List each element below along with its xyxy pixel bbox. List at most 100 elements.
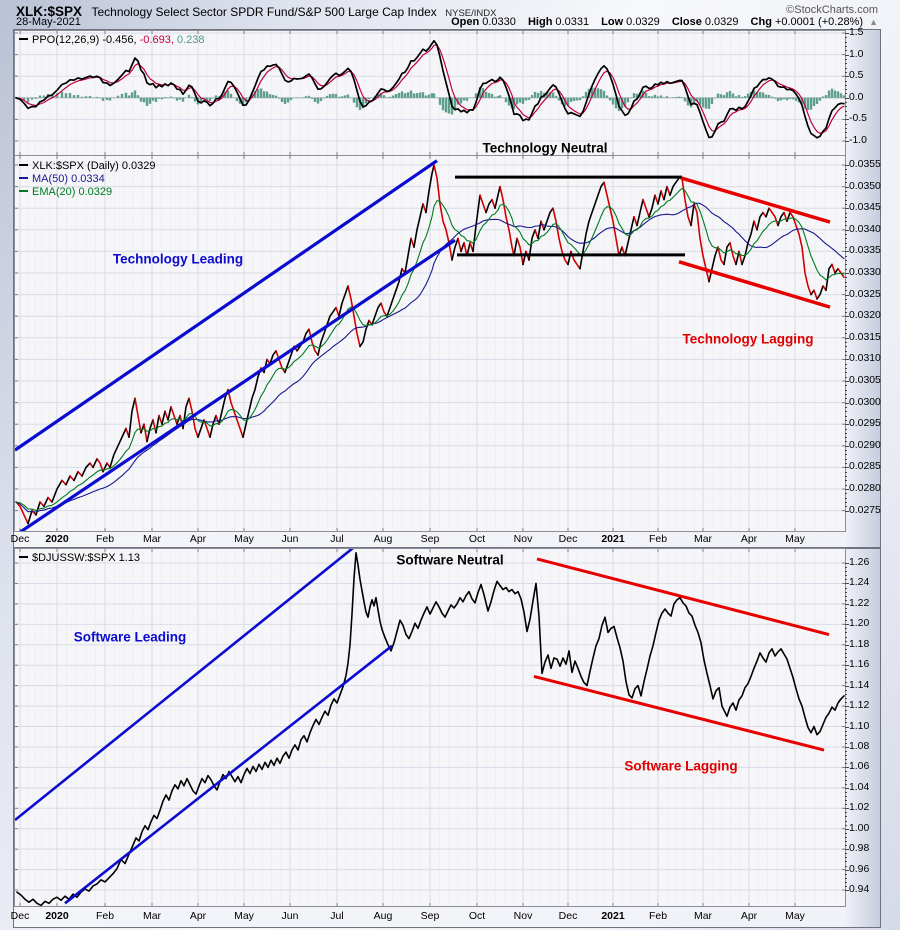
y-axis-minor-tick xyxy=(845,136,847,138)
y-axis-minor-tick xyxy=(845,607,847,609)
y-axis-tick xyxy=(845,767,849,769)
y-axis-label: 0.0 xyxy=(849,91,864,103)
y-axis-tick xyxy=(845,251,849,253)
y-axis-minor-tick xyxy=(845,123,847,125)
y-axis-minor-tick xyxy=(845,264,847,266)
y-axis-minor-tick xyxy=(845,506,847,508)
ppo-signal-value: -0.693, xyxy=(139,34,174,46)
y-axis-minor-tick xyxy=(845,812,847,814)
y-axis-minor-tick xyxy=(845,791,847,793)
ma50-legend-label: MA(50) xyxy=(32,173,69,185)
y-axis-minor-tick xyxy=(845,599,847,601)
y-axis-minor-tick xyxy=(845,484,847,486)
y-axis-minor-tick xyxy=(845,796,847,798)
high-value: 0.0331 xyxy=(555,16,590,28)
y-axis-label: 1.5 xyxy=(849,27,864,38)
y-axis-minor-tick xyxy=(845,775,847,777)
y-axis-label: 0.0325 xyxy=(849,288,881,300)
price-legend-label: XLK:$SPX (Daily) xyxy=(32,160,119,172)
y-axis-minor-tick xyxy=(845,783,847,785)
y-axis-minor-tick xyxy=(845,58,847,60)
y-axis-tick xyxy=(845,76,849,78)
price-legend-value: 0.0329 xyxy=(121,160,156,172)
ppo-legend-name: PPO(12,26,9) xyxy=(32,34,100,46)
x-axis-label: 2021 xyxy=(601,533,625,545)
x-axis-label: Sep xyxy=(420,533,440,545)
y-axis-minor-tick xyxy=(845,419,847,421)
x-axis-label: 2021 xyxy=(601,910,625,922)
y-axis-minor-tick xyxy=(845,759,847,761)
close-label: Close xyxy=(671,16,702,28)
y-axis-label: 1.26 xyxy=(849,557,870,568)
software-leading-label: Software Leading xyxy=(73,629,187,645)
technology-leading-label: Technology Leading xyxy=(112,251,244,267)
y-axis-minor-tick xyxy=(845,41,847,43)
y-axis-minor-tick xyxy=(845,763,847,765)
y-axis-minor-tick xyxy=(845,437,847,439)
y-axis-minor-tick xyxy=(845,840,847,842)
software-line-swatch-icon xyxy=(19,556,28,559)
y-axis-tick xyxy=(845,624,849,626)
low-label: Low xyxy=(601,16,624,28)
y-axis-label: 0.0330 xyxy=(849,267,881,278)
y-axis-minor-tick xyxy=(845,885,847,887)
y-axis-minor-tick xyxy=(845,480,847,482)
y-axis-tick xyxy=(845,381,849,382)
y-axis-minor-tick xyxy=(845,734,847,736)
y-axis-minor-tick xyxy=(845,681,847,683)
y-axis-minor-tick xyxy=(845,393,847,395)
x-axis-label: Apr xyxy=(740,910,758,922)
y-axis-minor-tick xyxy=(845,587,847,589)
x-axis-label: Mar xyxy=(142,910,162,922)
y-axis-minor-tick xyxy=(845,221,847,223)
y-axis-tick xyxy=(845,337,849,339)
x-axis-label: Apr xyxy=(189,533,207,545)
y-axis-minor-tick xyxy=(845,285,847,287)
y-axis-minor-tick xyxy=(845,738,847,740)
y-axis-minor-tick xyxy=(845,657,847,659)
y-axis-tick xyxy=(845,467,849,469)
y-axis-minor-tick xyxy=(845,579,847,581)
y-axis-minor-tick xyxy=(845,693,847,695)
x-axis-label: Apr xyxy=(740,533,758,545)
symbol: XLK:$SPX xyxy=(16,4,83,19)
ppo-histogram-value: 0.238 xyxy=(176,34,205,46)
y-axis-label: 1.18 xyxy=(849,638,870,650)
y-axis-label: 1.24 xyxy=(849,577,870,589)
y-axis-tick xyxy=(845,186,849,188)
y-axis-label: 0.0320 xyxy=(849,310,881,322)
change-up-icon: ▲ xyxy=(869,17,878,27)
y-axis-minor-tick xyxy=(845,873,847,875)
change-value: +0.0001 (+0.28%) xyxy=(774,16,864,28)
y-axis-label: 0.98 xyxy=(849,843,870,855)
x-axis-label: 2020 xyxy=(45,533,69,545)
ppo-legend: PPO(12,26,9) -0.456, -0.693, 0.238 xyxy=(19,34,204,46)
y-axis-tick xyxy=(845,890,849,892)
y-axis-minor-tick xyxy=(845,661,847,663)
y-axis-minor-tick xyxy=(845,311,847,313)
y-axis-minor-tick xyxy=(845,324,847,326)
chart-date: 28-May-2021 xyxy=(16,16,81,28)
y-axis-minor-tick xyxy=(845,415,847,417)
y-axis-minor-tick xyxy=(845,804,847,806)
exchange-label: NYSE/INDX xyxy=(445,8,497,19)
y-axis-tick xyxy=(845,869,849,871)
y-axis-label: 1.08 xyxy=(849,740,870,752)
y-axis-label: 1.04 xyxy=(849,781,870,793)
y-axis-tick xyxy=(845,489,849,490)
y-axis-minor-tick xyxy=(845,669,847,671)
y-axis-minor-tick xyxy=(845,861,847,863)
y-axis-minor-tick xyxy=(845,501,847,503)
y-axis-minor-tick xyxy=(845,115,847,117)
y-axis-minor-tick xyxy=(845,84,847,86)
y-axis-minor-tick xyxy=(845,350,847,352)
y-axis-minor-tick xyxy=(845,307,847,309)
y-axis-label: 0.0300 xyxy=(849,396,881,408)
y-axis-label: 0.0355 xyxy=(849,159,881,170)
open-value: 0.0330 xyxy=(482,16,516,28)
y-axis-tick xyxy=(845,828,849,830)
ema20-legend: EMA(20) 0.0329 xyxy=(19,186,112,198)
y-axis-label: 0.0295 xyxy=(849,418,881,430)
y-axis-minor-tick xyxy=(845,128,847,130)
y-axis-minor-tick xyxy=(845,45,847,47)
